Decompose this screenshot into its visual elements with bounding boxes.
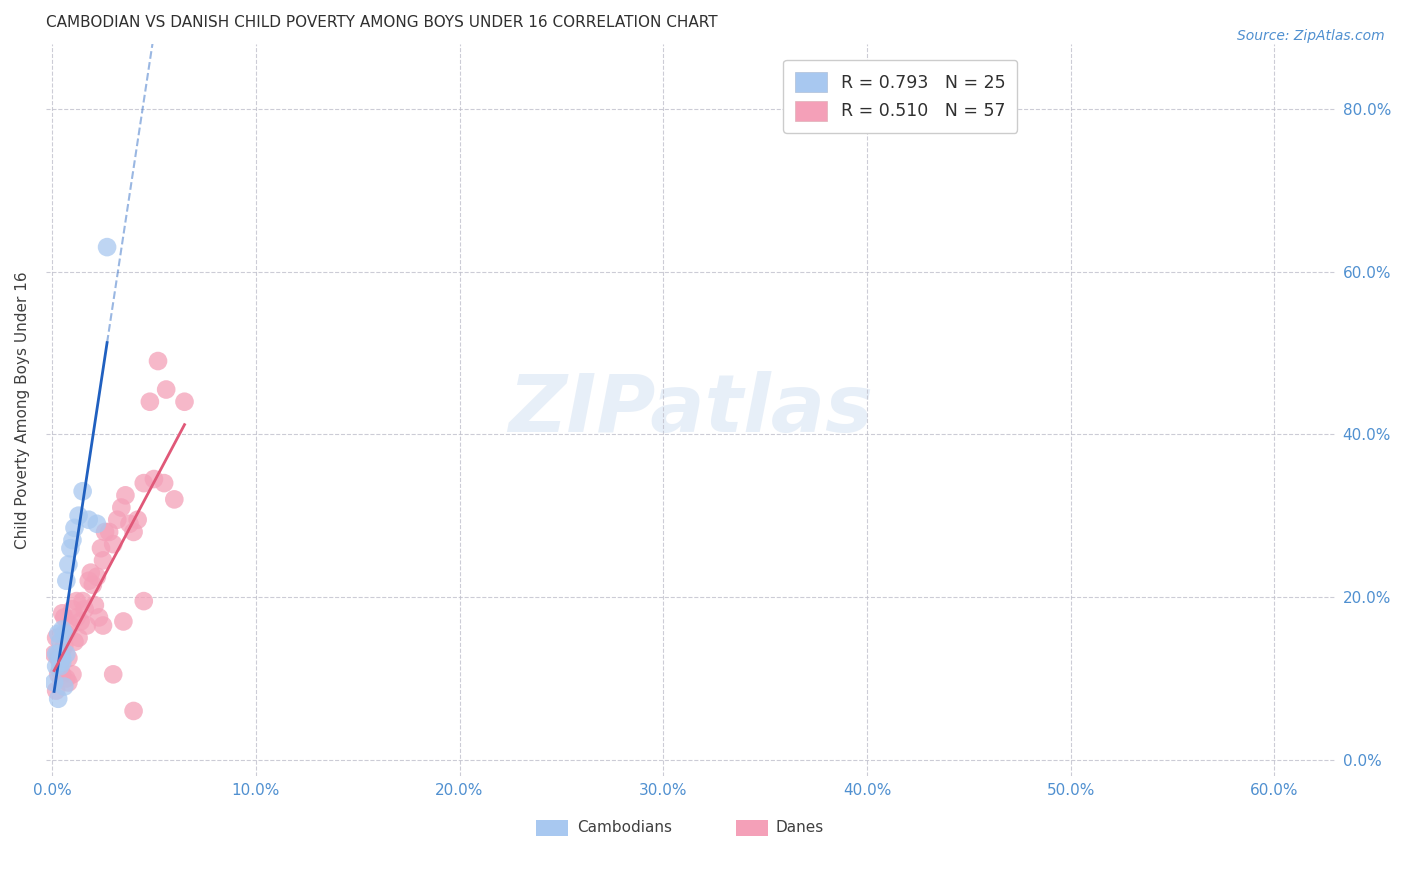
Point — [58, 675, 80, 690]
Point — [65, 594, 87, 608]
Point — [45, 659, 67, 673]
Point — [118, 516, 141, 531]
Point — [163, 492, 186, 507]
Point — [72, 484, 94, 499]
Point — [45, 647, 67, 661]
Point — [51, 623, 73, 637]
Point — [98, 524, 121, 539]
Point — [45, 683, 67, 698]
Point — [82, 578, 104, 592]
Point — [105, 513, 128, 527]
Point — [55, 647, 77, 661]
Point — [51, 667, 73, 681]
Point — [173, 394, 195, 409]
Point — [46, 691, 69, 706]
Point — [46, 647, 69, 661]
Point — [132, 476, 155, 491]
Point — [49, 659, 72, 673]
Point — [77, 513, 100, 527]
Point — [42, 675, 65, 690]
Point — [122, 704, 145, 718]
Point — [103, 667, 125, 681]
Text: ZIPatlas: ZIPatlas — [508, 371, 873, 449]
FancyBboxPatch shape — [735, 820, 768, 836]
Point — [62, 667, 84, 681]
Point — [51, 607, 73, 621]
Point — [112, 615, 135, 629]
Point — [110, 500, 132, 515]
Point — [153, 476, 176, 491]
Point — [73, 602, 96, 616]
Point — [51, 643, 73, 657]
Point — [91, 553, 114, 567]
Text: Cambodians: Cambodians — [578, 820, 672, 835]
Y-axis label: Child Poverty Among Boys Under 16: Child Poverty Among Boys Under 16 — [15, 271, 30, 549]
Point — [96, 240, 118, 254]
Point — [63, 635, 86, 649]
Point — [45, 631, 67, 645]
Point — [122, 524, 145, 539]
Point — [103, 537, 125, 551]
Point — [67, 631, 90, 645]
Point — [55, 626, 77, 640]
Point — [46, 651, 69, 665]
Point — [63, 521, 86, 535]
Point — [86, 570, 108, 584]
Point — [91, 618, 114, 632]
Point — [76, 618, 98, 632]
Point — [53, 639, 76, 653]
Point — [155, 383, 177, 397]
Point — [49, 663, 72, 677]
Point — [69, 615, 91, 629]
Point — [83, 598, 105, 612]
Point — [53, 626, 76, 640]
Point — [80, 566, 103, 580]
Point — [127, 513, 149, 527]
Point — [90, 541, 112, 556]
Point — [87, 610, 110, 624]
Text: Danes: Danes — [776, 820, 824, 835]
Point — [49, 635, 72, 649]
Point — [51, 655, 73, 669]
Point — [53, 610, 76, 624]
Point — [55, 574, 77, 588]
Point — [65, 610, 87, 624]
Point — [49, 651, 72, 665]
Point — [142, 472, 165, 486]
Text: CAMBODIAN VS DANISH CHILD POVERTY AMONG BOYS UNDER 16 CORRELATION CHART: CAMBODIAN VS DANISH CHILD POVERTY AMONG … — [46, 15, 717, 30]
Point — [59, 541, 82, 556]
Point — [46, 626, 69, 640]
Point — [86, 516, 108, 531]
Point — [94, 524, 117, 539]
Text: Source: ZipAtlas.com: Source: ZipAtlas.com — [1237, 29, 1385, 43]
Point — [62, 602, 84, 616]
Point — [139, 394, 162, 409]
Point — [46, 667, 69, 681]
Point — [72, 594, 94, 608]
FancyBboxPatch shape — [536, 820, 568, 836]
Point — [114, 488, 136, 502]
Point — [59, 618, 82, 632]
Point — [62, 533, 84, 547]
Point — [42, 647, 65, 661]
Point — [58, 558, 80, 572]
Point — [51, 651, 73, 665]
Point — [53, 680, 76, 694]
Legend: R = 0.793   N = 25, R = 0.510   N = 57: R = 0.793 N = 25, R = 0.510 N = 57 — [783, 60, 1018, 133]
Point — [55, 672, 77, 686]
Point — [49, 655, 72, 669]
Point — [67, 508, 90, 523]
Point — [77, 574, 100, 588]
Point — [58, 651, 80, 665]
Point — [132, 594, 155, 608]
Point — [146, 354, 169, 368]
